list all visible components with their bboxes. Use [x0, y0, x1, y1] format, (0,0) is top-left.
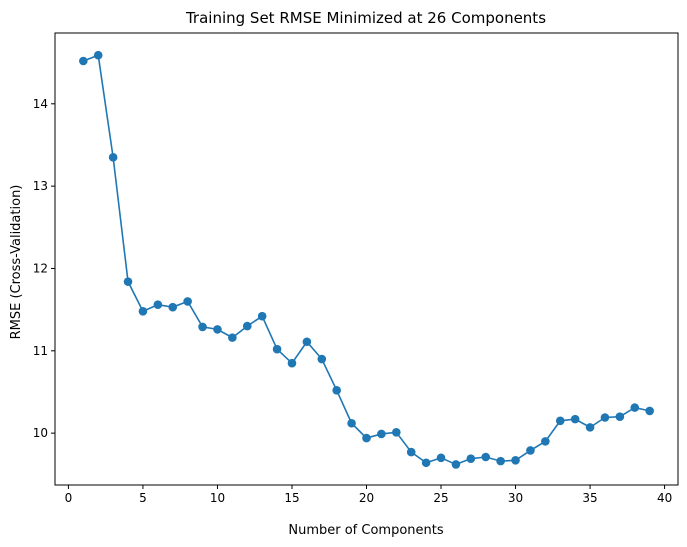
data-point	[242, 321, 252, 331]
chart-title: Training Set RMSE Minimized at 26 Compon…	[185, 9, 546, 27]
y-tick-label: 10	[33, 426, 48, 440]
y-axis-ticks: 10 11 12 13 14	[33, 97, 55, 440]
data-point	[615, 412, 625, 421]
data-point	[108, 153, 118, 162]
data-point	[406, 447, 416, 457]
y-tick-label: 13	[33, 179, 48, 193]
y-tick-label: 11	[33, 344, 48, 358]
data-point	[645, 406, 654, 416]
data-point	[287, 358, 297, 368]
data-point	[481, 452, 491, 462]
data-point	[347, 418, 356, 428]
data-point	[332, 386, 341, 395]
data-point	[198, 322, 207, 332]
data-point	[257, 311, 267, 321]
x-axis-label: Number of Components	[288, 523, 443, 538]
data-point	[511, 456, 520, 465]
data-point	[93, 50, 103, 60]
data-point	[451, 460, 461, 469]
data-point	[183, 297, 192, 306]
data-point	[436, 453, 446, 463]
x-tick-label: 5	[139, 491, 147, 505]
x-tick-label: 35	[582, 491, 597, 505]
data-point	[168, 302, 178, 312]
data-point	[600, 413, 610, 422]
data-point	[585, 423, 595, 432]
data-point	[213, 325, 222, 334]
data-point	[526, 446, 535, 455]
data-point	[228, 333, 237, 342]
series-layer	[79, 50, 654, 469]
x-tick-label: 20	[359, 491, 374, 505]
data-point	[138, 306, 148, 316]
data-point	[153, 300, 163, 309]
x-tick-label: 30	[508, 491, 523, 505]
y-axis-label: RMSE (Cross-Validation)	[9, 185, 24, 340]
data-point	[541, 437, 550, 446]
data-point	[555, 416, 565, 426]
data-point	[272, 344, 282, 354]
y-tick-label: 14	[33, 97, 48, 111]
y-tick-label: 12	[33, 261, 48, 275]
x-tick-label: 15	[284, 491, 299, 505]
data-point	[123, 277, 133, 286]
data-point	[302, 337, 312, 347]
data-point	[421, 458, 431, 468]
x-tick-label: 10	[210, 491, 225, 505]
x-tick-label: 40	[657, 491, 672, 505]
data-point	[570, 414, 580, 424]
x-tick-label: 25	[433, 491, 448, 505]
data-point	[79, 56, 88, 66]
data-point	[362, 433, 371, 443]
x-tick-label: 0	[65, 491, 73, 505]
data-point	[392, 428, 401, 437]
x-axis-ticks: 0 5 10 15 20 25 30 35 40	[65, 485, 672, 505]
data-point	[377, 429, 386, 439]
data-point	[630, 403, 640, 412]
data-point	[466, 454, 476, 463]
data-point	[496, 456, 505, 466]
data-point	[317, 354, 327, 364]
